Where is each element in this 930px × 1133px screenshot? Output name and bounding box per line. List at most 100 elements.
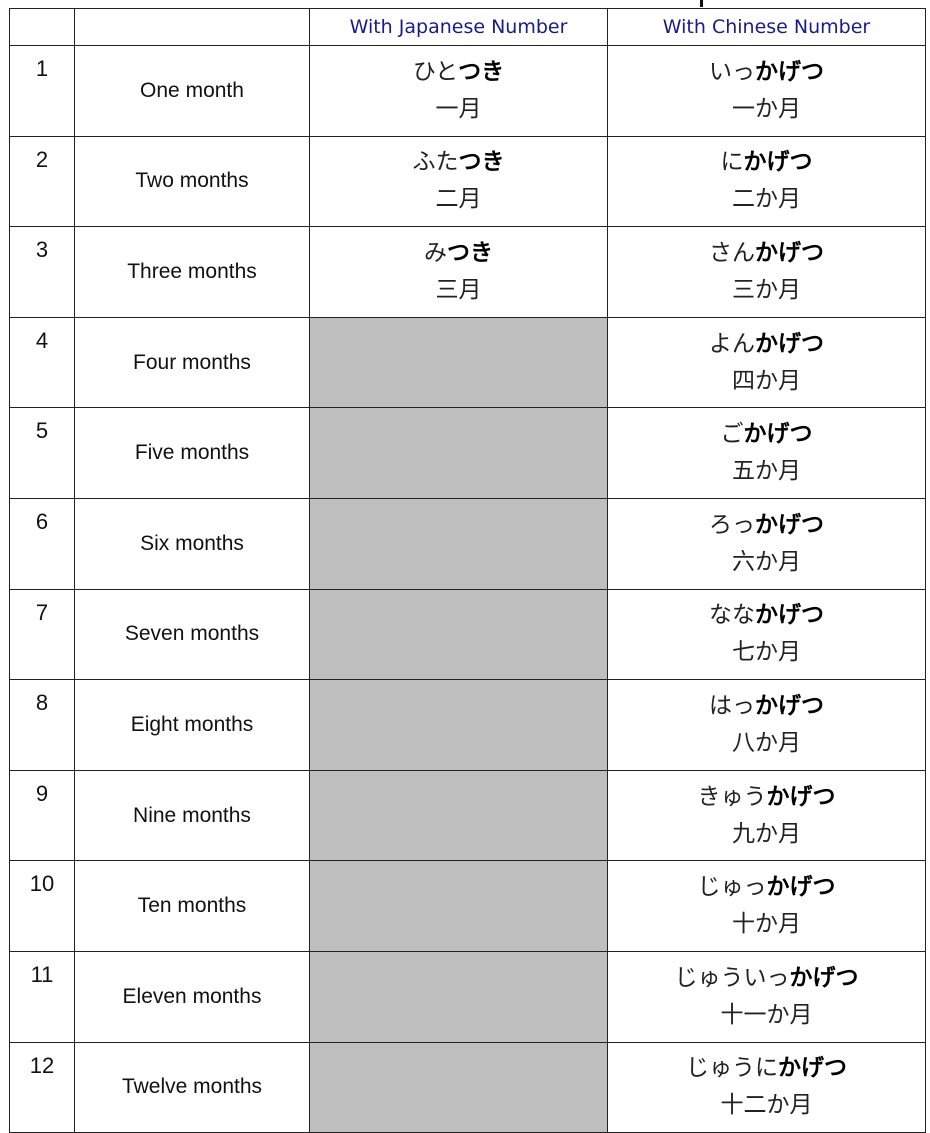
english-label: Twelve months: [74, 1041, 310, 1133]
header-number: [9, 8, 75, 46]
chinese-kanji: 十か月: [732, 911, 801, 938]
cropped-title-fragment: [700, 0, 703, 7]
kana-counter: かげつ: [743, 149, 813, 176]
kana-prefix: に: [720, 149, 744, 176]
chinese-number-cell: きゅうかげつ 九か月: [607, 769, 926, 862]
kana-counter: かげつ: [755, 58, 824, 85]
japanese-kanji: 三月: [435, 276, 482, 303]
chinese-reading: にかげつ: [608, 144, 925, 181]
chinese-reading: じゅうにかげつ: [608, 1050, 925, 1087]
english-label: Eight months: [74, 679, 310, 771]
japanese-kanji: 一月: [435, 95, 482, 122]
chinese-kanji: 四か月: [732, 367, 801, 394]
table-row: 2 Two months ふたつき 二月 にかげつ 二か月: [9, 135, 926, 228]
table-row: 12 Twelve months じゅうにかげつ十二か月: [9, 1041, 926, 1133]
kana-prefix: きゅう: [697, 783, 767, 810]
kana-counter: かげつ: [755, 692, 824, 719]
table-row: 4 Four months よんかげつ四か月: [9, 316, 926, 409]
chinese-kanji: 二か月: [732, 186, 801, 213]
chinese-reading: いっかげつ: [608, 54, 925, 91]
chinese-kanji: 五か月: [732, 458, 801, 485]
chinese-number-cell: じゅっかげつ十か月: [607, 860, 926, 952]
chinese-kanji: 十二か月: [720, 1092, 813, 1119]
chinese-number-cell: はっかげつ 八か月: [607, 679, 926, 771]
english-label: Nine months: [74, 769, 310, 862]
kana-prefix: ご: [720, 421, 744, 448]
japanese-number-cell: [309, 679, 608, 771]
english-label: Five months: [74, 407, 310, 499]
english-label: Six months: [74, 497, 310, 590]
row-number: 10: [9, 860, 75, 952]
table-row: 11 Eleven months じゅういっかげつ 十一か月: [9, 950, 926, 1043]
header-japanese-number: With Japanese Number: [309, 8, 608, 46]
chinese-kanji: 六か月: [732, 548, 801, 575]
chinese-reading: じゅういっかげつ: [608, 960, 925, 997]
table-row: 1 One month ひとつき 一月 いっかげつ 一か月: [9, 45, 926, 137]
chinese-number-cell: じゅうにかげつ十二か月: [607, 1041, 926, 1133]
japanese-kanji: 二月: [435, 186, 482, 213]
chinese-reading: ろっかげつ: [608, 507, 925, 544]
chinese-reading: じゅっかげつ: [608, 869, 925, 906]
header-chinese-number: With Chinese Number: [607, 8, 926, 46]
row-number: 2: [9, 135, 75, 228]
chinese-number-cell: じゅういっかげつ 十一か月: [607, 950, 926, 1043]
japanese-number-cell: [309, 860, 608, 952]
kana-prefix: いっ: [709, 58, 755, 85]
kana-prefix: はっ: [709, 692, 755, 719]
kana-prefix: ろっ: [709, 511, 755, 538]
kana-counter: かげつ: [755, 602, 824, 629]
kana-prefix: ふた: [412, 149, 459, 176]
japanese-reading: ふたつき: [310, 144, 607, 181]
table-row: 6 Six months ろっかげつ 六か月: [9, 497, 926, 590]
header-english: [74, 8, 310, 46]
kana-counter: かげつ: [766, 874, 836, 901]
chinese-number-cell: ごかげつ五か月: [607, 407, 926, 499]
chinese-reading: よんかげつ: [608, 326, 925, 363]
kana-counter: かげつ: [789, 964, 859, 991]
header-row: With Japanese Number With Chinese Number: [9, 8, 926, 46]
kana-prefix: よん: [709, 330, 755, 357]
table-row: 8 Eight months はっかげつ 八か月: [9, 679, 926, 771]
japanese-number-cell: [309, 1041, 608, 1133]
japanese-reading: ひとつき: [310, 54, 607, 91]
japanese-reading: みつき: [310, 235, 607, 272]
chinese-reading: ごかげつ: [608, 416, 925, 453]
table-row: 10 Ten months じゅっかげつ十か月: [9, 860, 926, 952]
chinese-reading: きゅうかげつ: [608, 779, 925, 816]
japanese-number-cell: ひとつき 一月: [309, 45, 608, 137]
chinese-reading: ななかげつ: [608, 597, 925, 634]
table-row: 5 Five months ごかげつ五か月: [9, 407, 926, 499]
table-row: 9 Nine months きゅうかげつ 九か月: [9, 769, 926, 862]
row-number: 12: [9, 1041, 75, 1133]
table-row: 7 Seven months ななかげつ 七か月: [9, 588, 926, 681]
row-number: 4: [9, 316, 75, 409]
kana-counter: かげつ: [778, 1055, 847, 1082]
chinese-kanji: 七か月: [732, 639, 801, 666]
row-number: 5: [9, 407, 75, 499]
kana-prefix: さん: [709, 239, 755, 266]
chinese-number-cell: いっかげつ 一か月: [607, 45, 926, 137]
japanese-number-cell: [309, 316, 608, 409]
chinese-kanji: 三か月: [732, 276, 801, 303]
row-number: 8: [9, 679, 75, 771]
kana-prefix: なな: [709, 602, 755, 629]
chinese-number-cell: ななかげつ七か月: [607, 588, 926, 681]
chinese-number-cell: にかげつ二か月: [607, 135, 926, 228]
english-label: Four months: [74, 316, 310, 409]
japanese-number-cell: ふたつき二月: [309, 135, 608, 228]
english-label: Seven months: [74, 588, 310, 681]
kana-prefix: じゅうに: [686, 1055, 778, 1082]
row-number: 9: [9, 769, 75, 862]
japanese-number-cell: [309, 588, 608, 681]
japanese-number-cell: みつき 三月: [309, 226, 608, 318]
english-label: One month: [74, 45, 310, 137]
kana-counter: かげつ: [766, 783, 836, 810]
japanese-number-cell: [309, 950, 608, 1043]
chinese-reading: さんかげつ: [608, 235, 925, 272]
japanese-number-cell: [309, 769, 608, 862]
chinese-reading: はっかげつ: [608, 688, 925, 725]
english-label: Two months: [74, 135, 310, 228]
table-row: 3 Three months みつき 三月 さんかげつ 三か月: [9, 226, 926, 318]
english-label: Ten months: [74, 860, 310, 952]
row-number: 3: [9, 226, 75, 318]
